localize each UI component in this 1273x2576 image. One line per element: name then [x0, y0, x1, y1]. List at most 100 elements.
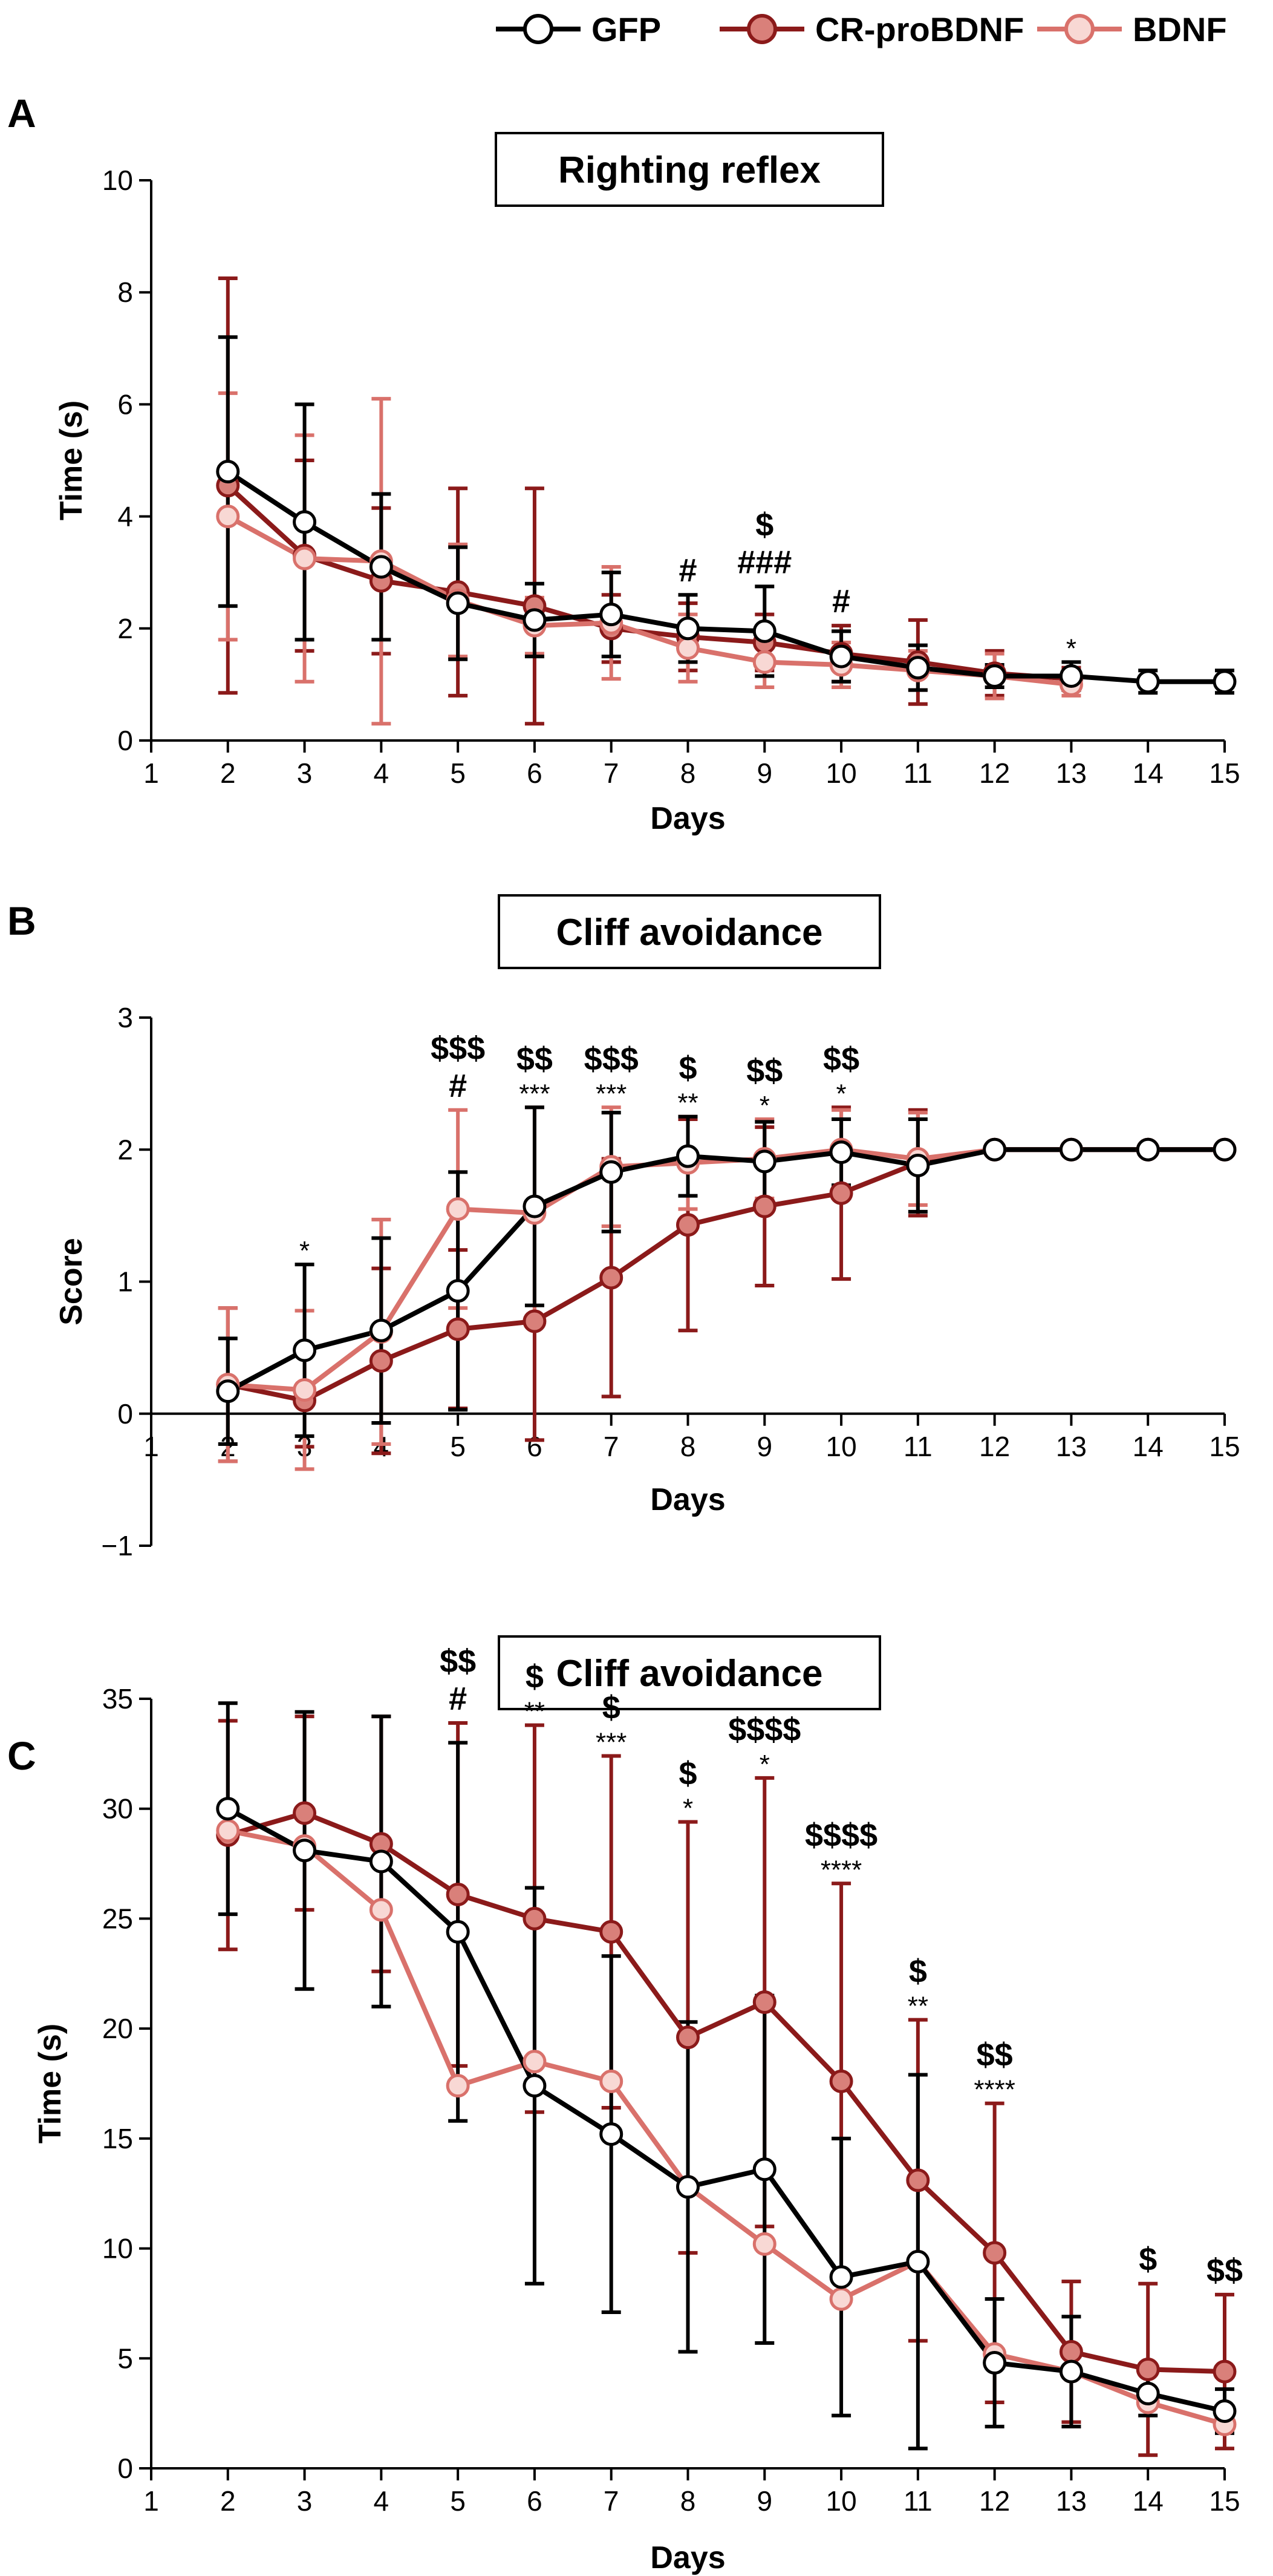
- x-tick-label: 15: [1209, 757, 1240, 789]
- significance-mark: #: [832, 583, 850, 619]
- series-line-cr-probdnf: [227, 1810, 1225, 2375]
- data-point-cr-probdnf: [676, 2025, 700, 2050]
- x-tick-label: 13: [1056, 1431, 1087, 1462]
- data-point-bdnf: [369, 1898, 393, 1922]
- x-tick-label: 9: [757, 2485, 772, 2517]
- x-tick-label: 11: [903, 1431, 933, 1462]
- data-point-bdnf: [293, 1378, 317, 1402]
- x-tick-label: 10: [825, 757, 856, 789]
- data-point-gfp: [676, 1144, 700, 1168]
- legend-item-gfp: GFP: [496, 10, 661, 48]
- significance-stars: *: [836, 1079, 847, 1108]
- data-point-gfp: [293, 1338, 317, 1362]
- significance-mark: $$$: [431, 1030, 485, 1067]
- chart-title: Righting reflex: [558, 149, 821, 191]
- y-tick-label: 25: [102, 1903, 133, 1934]
- legend-marker-bdnf: [1064, 14, 1095, 44]
- data-point-cr-probdnf: [906, 2168, 930, 2192]
- x-tick-label: 8: [680, 757, 696, 789]
- data-point-cr-probdnf: [983, 2241, 1007, 2265]
- y-tick-label: 10: [102, 2233, 133, 2264]
- data-point-bdnf: [676, 636, 700, 660]
- y-tick-label: 2: [117, 1134, 133, 1165]
- x-tick-label: 1: [143, 1431, 159, 1462]
- x-tick-label: 13: [1056, 2485, 1087, 2517]
- chart-title: Cliff avoidance: [556, 1653, 823, 1695]
- data-point-bdnf: [446, 1197, 470, 1221]
- data-point-gfp: [293, 510, 317, 534]
- x-tick-label: 4: [374, 757, 389, 789]
- significance-mark: $$: [1206, 2252, 1243, 2289]
- y-tick-label: 20: [102, 2013, 133, 2044]
- data-point-gfp: [983, 2351, 1007, 2375]
- x-axis-label: Days: [650, 2540, 725, 2575]
- y-axis-label: Time (s): [54, 400, 89, 520]
- data-point-cr-probdnf: [599, 1266, 623, 1290]
- y-tick-label: 0: [117, 725, 133, 756]
- data-point-gfp: [523, 608, 547, 632]
- y-tick-label: 4: [117, 501, 133, 532]
- legend-label-cr-probdnf: CR-proBDNF: [815, 10, 1024, 48]
- x-tick-label: 5: [450, 2485, 466, 2517]
- data-point-cr-probdnf: [599, 1920, 623, 1944]
- y-tick-label: 35: [102, 1683, 133, 1715]
- significance-stars: ***: [519, 1079, 550, 1108]
- legend-label-gfp: GFP: [591, 10, 661, 48]
- x-tick-label: 6: [527, 757, 542, 789]
- x-tick-label: 9: [757, 757, 772, 789]
- data-point-gfp: [599, 2122, 623, 2146]
- y-tick-label: 0: [117, 1398, 133, 1430]
- series-line-bdnf: [226, 514, 1072, 687]
- significance-stars: ****: [974, 2075, 1015, 2105]
- significance-mark: $: [526, 1659, 544, 1695]
- panel-letter-c: C: [7, 1733, 36, 1778]
- x-tick-label: 11: [903, 2485, 933, 2517]
- data-point-bdnf: [752, 650, 776, 674]
- data-point-gfp: [369, 1849, 393, 1874]
- significance-stars: ****: [821, 1855, 862, 1885]
- x-tick-label: 8: [680, 1431, 696, 1462]
- significance-mark: $$: [977, 2037, 1013, 2073]
- y-tick-label: 2: [117, 613, 133, 644]
- x-tick-label: 12: [979, 2485, 1010, 2517]
- data-point-gfp: [829, 2265, 853, 2289]
- x-tick-label: 2: [220, 757, 236, 789]
- significance-mark: $$$: [584, 1041, 639, 1077]
- data-point-bdnf: [752, 2232, 776, 2256]
- data-point-cr-probdnf: [676, 1213, 700, 1237]
- x-tick-label: 15: [1209, 2485, 1240, 2517]
- legend-marker-gfp: [523, 14, 553, 44]
- data-point-cr-probdnf: [1213, 2359, 1237, 2384]
- data-point-cr-probdnf: [752, 1194, 776, 1218]
- data-point-cr-probdnf: [446, 1882, 470, 1906]
- x-tick-label: 2: [220, 2485, 236, 2517]
- data-point-gfp: [983, 1137, 1007, 1162]
- x-tick-label: 6: [527, 2485, 542, 2517]
- data-point-bdnf: [829, 2287, 853, 2311]
- data-point-gfp: [983, 664, 1007, 688]
- series-line-gfp: [226, 1147, 1225, 1394]
- x-tick-label: 5: [450, 1431, 466, 1462]
- x-tick-label: 15: [1209, 1431, 1240, 1462]
- data-point-gfp: [1213, 2399, 1237, 2424]
- data-point-gfp: [369, 1318, 393, 1342]
- x-tick-label: 8: [680, 2485, 696, 2517]
- series-line-gfp: [226, 1806, 1225, 2414]
- data-point-gfp: [752, 619, 776, 643]
- data-point-gfp: [599, 1160, 623, 1184]
- x-tick-label: 14: [1133, 757, 1164, 789]
- data-point-gfp: [829, 1140, 853, 1165]
- x-tick-label: 1: [143, 2485, 159, 2517]
- x-axis-label: Days: [650, 1482, 725, 1517]
- data-point-gfp: [599, 603, 623, 627]
- data-point-gfp: [676, 2175, 700, 2199]
- series-line-gfp: [226, 469, 1225, 684]
- legend-item-bdnf: BDNF: [1037, 10, 1227, 48]
- significance-stars: ***: [596, 1727, 627, 1757]
- y-tick-label: 30: [102, 1793, 133, 1825]
- significance-mark: $$: [823, 1041, 859, 1077]
- significance-mark: $: [1139, 2241, 1157, 2278]
- data-point-gfp: [446, 1279, 470, 1303]
- significance-mark: $: [679, 1756, 697, 1792]
